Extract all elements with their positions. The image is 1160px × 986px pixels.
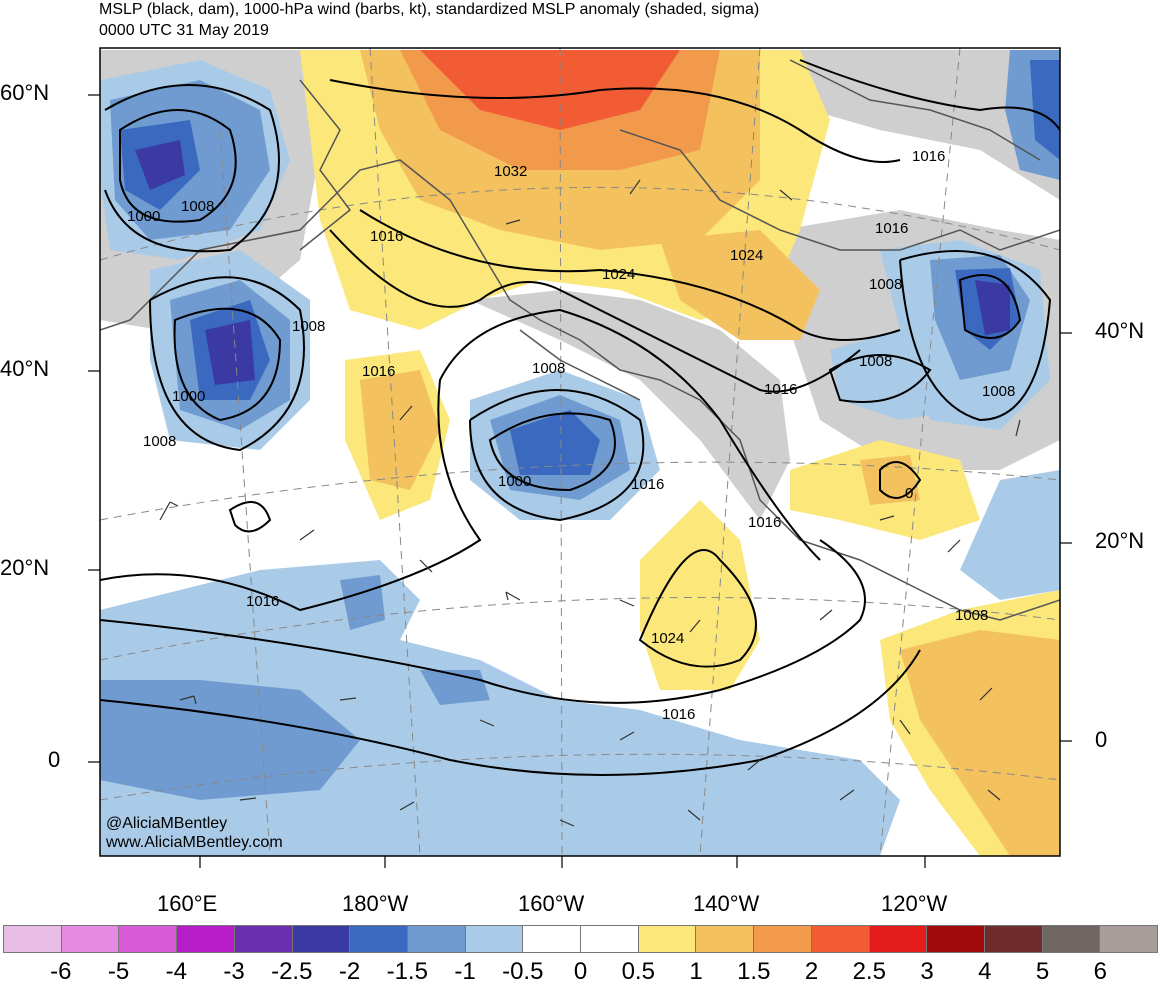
colorbar-swatch <box>754 926 812 952</box>
colorbar-swatch <box>696 926 755 952</box>
anomaly-shading <box>100 50 1060 856</box>
isobar-label: 1008 <box>955 607 988 624</box>
isobar-label: 1024 <box>602 266 635 283</box>
coastlines <box>100 59 1060 621</box>
lat-label-0: 0 <box>48 747 61 772</box>
colorbar-swatch <box>4 926 62 952</box>
colorbar-swatch <box>984 926 1043 952</box>
lon-label-140w: 140°W <box>693 891 760 916</box>
lat-label-20n: 20°N <box>0 555 50 580</box>
colorbar-swatch <box>523 926 582 952</box>
colorbar-swatch <box>292 926 351 952</box>
isobar-label: 1008 <box>292 318 325 335</box>
isobar-label: 1000 <box>127 208 160 225</box>
isobar-label: 1032 <box>494 163 527 180</box>
colorbar-label: -2.5 <box>271 958 313 985</box>
lat-label-20n-right: 20°N <box>1095 528 1145 553</box>
colorbar-swatch <box>869 926 928 952</box>
isobar-label: 1008 <box>982 383 1015 400</box>
colorbar-swatch <box>465 926 524 952</box>
isobar-label: 1008 <box>181 198 214 215</box>
map-valid-time: 0000 UTC 31 May 2019 <box>99 22 269 39</box>
lat-label-0-right: 0 <box>1095 727 1108 752</box>
colorbar-swatch <box>61 926 120 952</box>
colorbar-label: 6 <box>1093 958 1107 985</box>
lon-label-180w: 180°W <box>342 891 409 916</box>
colorbar-label: -5 <box>107 958 130 985</box>
isobar-label: 1016 <box>662 706 695 723</box>
isobar-label: 1008 <box>532 360 565 377</box>
isobar-label: 1016 <box>362 363 395 380</box>
colorbar-swatch <box>1100 926 1158 952</box>
isobar-label: 1008 <box>869 276 902 293</box>
isobar-label: 1016 <box>748 514 781 531</box>
colorbar-label: -1.5 <box>386 958 428 985</box>
colorbar-label: -1 <box>454 958 476 985</box>
map-frame <box>99 47 1061 857</box>
colorbar-label: 0 <box>573 958 588 985</box>
graticule <box>100 48 1060 856</box>
colorbar-swatch <box>927 926 985 952</box>
isobar-label: 0 <box>905 485 913 502</box>
colorbar-swatch <box>177 926 235 952</box>
colorbar-swatch <box>581 926 639 952</box>
colorbar-label: -4 <box>165 958 187 985</box>
colorbar-swatch <box>811 926 870 952</box>
isobar-label: 1008 <box>143 433 176 450</box>
colorbar-label: 3 <box>920 958 934 985</box>
colorbar-label: 0.5 <box>621 958 655 985</box>
colorbar-swatch <box>234 926 293 952</box>
colorbar-swatch <box>1042 926 1101 952</box>
colorbar-swatch <box>119 926 178 952</box>
isobar-label: 1024 <box>730 247 763 264</box>
isobar-label: 1008 <box>859 353 892 370</box>
wind-barbs <box>159 179 1021 827</box>
isobar-label: 1016 <box>246 593 279 610</box>
isobars <box>100 59 1060 776</box>
colorbar-label: 1.5 <box>737 958 771 985</box>
lat-label-60n: 60°N <box>0 80 50 105</box>
isobar-labels: 1000 1008 1016 1008 1000 1008 1016 1032 … <box>127 148 1015 723</box>
isobar-label: 1016 <box>370 228 403 245</box>
lat-label-40n-right: 40°N <box>1095 318 1145 343</box>
isobar-label: 1016 <box>912 148 945 165</box>
colorbar-swatch <box>350 926 408 952</box>
isobar-label: 1016 <box>631 476 664 493</box>
colorbar-label: 4 <box>978 958 992 985</box>
colorbar-label: 1 <box>689 958 703 985</box>
colorbar-label: 2.5 <box>852 958 886 985</box>
lon-label-160w: 160°W <box>518 891 585 916</box>
colorbar-label: 2 <box>804 958 819 985</box>
colorbar-swatch <box>638 926 697 952</box>
colorbar <box>3 925 1158 953</box>
credit-handle: @AliciaMBentley <box>106 815 228 832</box>
colorbar-label: -0.5 <box>502 958 544 985</box>
lon-label-120w: 120°W <box>881 891 948 916</box>
colorbar-label: -2 <box>338 958 361 985</box>
isobar-label: 1016 <box>764 381 797 398</box>
lat-label-40n: 40°N <box>0 356 50 381</box>
colorbar-label: -6 <box>50 958 72 985</box>
colorbar-swatch <box>407 926 466 952</box>
isobar-label: 1000 <box>172 388 205 405</box>
lon-label-160e: 160°E <box>157 891 218 916</box>
isobar-label: 1000 <box>498 473 531 490</box>
isobar-label: 1024 <box>651 630 684 647</box>
colorbar-label: -3 <box>223 958 245 985</box>
map-title: MSLP (black, dam), 1000-hPa wind (barbs,… <box>99 1 760 18</box>
isobar-label: 1016 <box>875 220 908 237</box>
colorbar-label: 5 <box>1035 958 1050 985</box>
credit-website: www.AliciaMBentley.com <box>106 834 283 851</box>
